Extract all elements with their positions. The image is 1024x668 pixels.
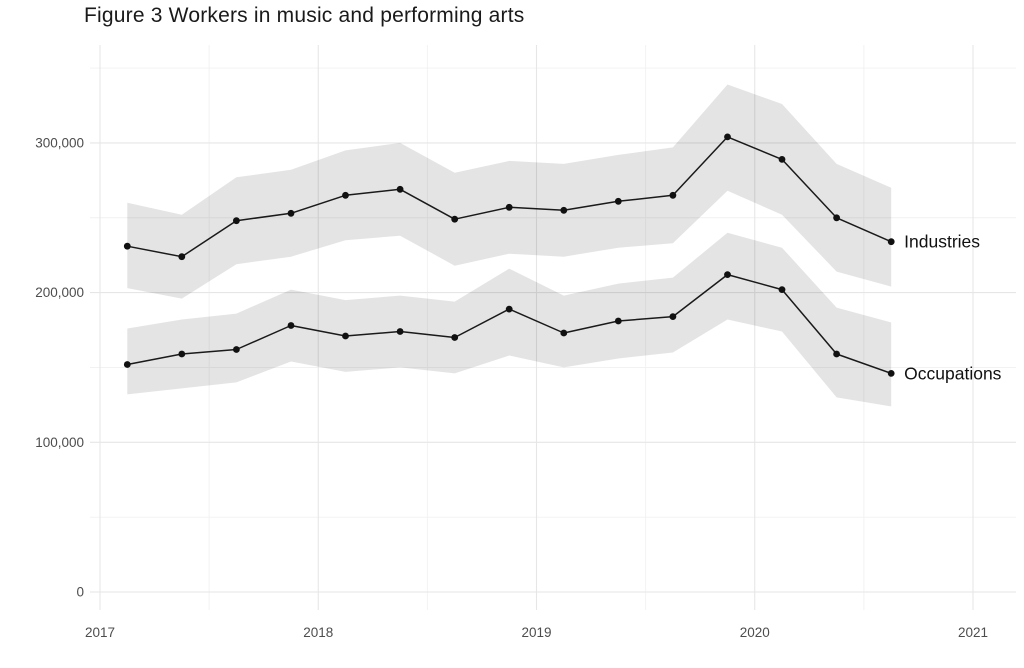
- data-point-occupations: [233, 346, 240, 353]
- data-point-industries: [233, 217, 240, 225]
- data-point-occupations: [669, 313, 677, 320]
- x-tick-label: 2017: [85, 625, 115, 640]
- data-point-occupations: [342, 332, 349, 340]
- data-point-industries: [287, 209, 295, 217]
- data-point-occupations: [451, 334, 459, 341]
- data-point-industries: [396, 185, 404, 193]
- series-label-occupations: Occupations: [904, 363, 1002, 383]
- data-point-industries: [505, 203, 513, 211]
- data-point-occupations: [778, 286, 786, 293]
- data-point-industries: [887, 238, 895, 246]
- x-tick-label: 2020: [740, 625, 770, 640]
- data-point-industries: [724, 133, 731, 141]
- data-point-occupations: [833, 350, 840, 358]
- data-point-occupations: [724, 271, 731, 278]
- data-point-occupations: [614, 317, 622, 325]
- series-label-industries: Industries: [904, 232, 980, 252]
- data-point-industries: [614, 197, 622, 205]
- y-tick-label: 200,000: [35, 285, 84, 300]
- data-point-occupations: [123, 361, 131, 368]
- data-point-industries: [669, 191, 677, 199]
- data-point-industries: [123, 242, 131, 250]
- data-point-industries: [833, 214, 840, 222]
- data-point-occupations: [887, 370, 895, 377]
- data-point-occupations: [560, 329, 568, 337]
- y-tick-label: 300,000: [35, 135, 84, 150]
- data-point-industries: [778, 156, 786, 163]
- x-tick-label: 2021: [958, 625, 988, 640]
- data-point-occupations: [396, 328, 404, 335]
- chart-title: Figure 3 Workers in music and performing…: [84, 4, 525, 27]
- data-point-industries: [451, 215, 459, 223]
- confidence-ribbon-occupations: [127, 232, 892, 407]
- data-point-occupations: [287, 322, 295, 329]
- data-point-industries: [342, 191, 349, 199]
- x-tick-label: 2019: [521, 625, 551, 640]
- y-tick-label: 0: [76, 585, 84, 600]
- confidence-ribbon-industries: [127, 84, 892, 299]
- y-tick-label: 100,000: [35, 435, 84, 450]
- data-point-industries: [178, 253, 186, 261]
- data-point-industries: [560, 206, 568, 214]
- data-point-occupations: [178, 350, 186, 358]
- data-point-occupations: [505, 305, 513, 313]
- x-tick-label: 2018: [303, 625, 333, 640]
